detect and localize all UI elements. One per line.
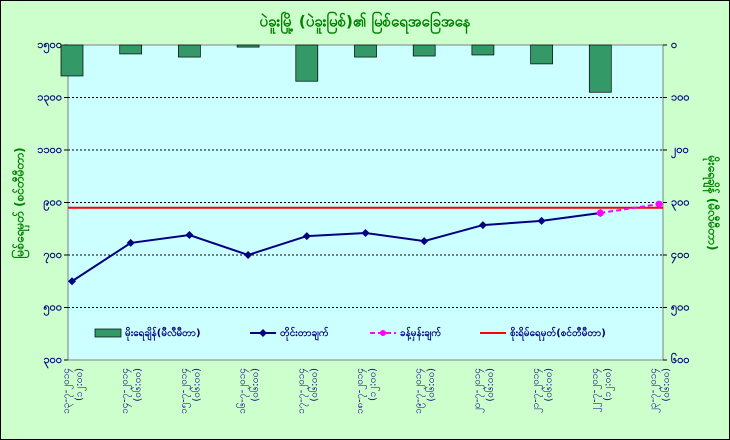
rain-bar [412,44,436,57]
point [126,238,135,247]
x-tick-label-line: ၁၈-၇-၂၀၁၄ [355,368,368,414]
series-line [600,203,660,214]
rain-bar [354,44,377,58]
y-tick-label: ၁၁၀၀ [37,143,62,156]
x-tick-label: ၂၀-၇-၂၀၁၄ (၀၆:၀၀) [472,368,496,413]
y2-tick-label: ၅၀၀ [671,301,690,317]
x-tick-label-line: (၀၆:၀၀) [307,368,320,402]
point [68,277,76,286]
x-tick-label: ၁၉-၇-၂၀၁၄ (၀၆:၀၀) [413,368,437,414]
legend-label: မိုးရေချိန်(မီလီမီတာ) [125,326,201,342]
rain-bar [60,44,84,77]
x-tick-label-line: ၁၇-၇-၂၀၁၄ [296,368,309,414]
x-tick-label-line: (၀၆:၀၀) [189,368,202,402]
x-tick-label-line: (၁၂:၀၀) [368,368,381,401]
y2-tick-label: ၂၀၀ [671,143,689,159]
x-tick-label: ၂၁-၇-၂၀၁၄ (၀၆:၀၀) [531,368,555,413]
y-tick-label: ၉၀၀ [43,196,62,212]
y-tick-label: ၃၀၀ [43,353,62,369]
x-tick-label-line: (၀၆:၀၀) [483,368,496,402]
rain-bar [588,44,612,93]
point [420,237,429,246]
x-tick-label-line: (၁၂:၀၀) [74,368,87,401]
rain-bar [471,44,495,56]
rain-bar [530,44,553,65]
series-line [71,212,601,283]
legend-label: တိုင်းတာချက် [280,326,329,342]
x-tick-label: ၁၄-၇-၂၀၁၄ (၀၆:၀၀) [120,368,144,414]
x-tick-label: ၁၆-၇-၂၀၁၄ (၀၆:၀၀) [235,368,261,414]
y-tick-label: ၁၃၀၀ [37,91,62,107]
point [537,216,546,225]
y2-axis-label: မိုးရေချိန် (မီလီမီတာ) [702,155,722,251]
y-axis-label: မြစ်ရေမှတ် (စင်တီမီတာ) [10,147,31,258]
x-tick-label-line: ၂၃-၇-၂၀၁၄ [648,368,661,413]
x-tick-label: ၁၈-၇-၂၀၁၄ (၁၂:၀၀) [355,368,381,414]
rain-bar [178,44,201,58]
x-tick-label-line: (၀၆:၀၀) [248,368,261,402]
x-tick-label: ၂၂-၇-၂၀၁၄ (၁၂:၀၀) [589,368,615,413]
x-tick-label-line: ၂၁-၇-၂၀၁၄ [531,368,544,413]
point [361,228,370,237]
point [302,232,311,241]
x-tick-label-line: ၁၃-၇-၂၀၁၄ [61,368,74,414]
x-tick-label: ၁၇-၇-၂၀၁၄ (၀၆:၀၀) [296,368,320,414]
x-tick-label: ၂၃-၇-၂၀၁၄ (၀၆:၀၀) [648,368,672,413]
legend-marker [380,330,386,336]
y2-tick-label: ၆၀၀ [671,353,690,366]
x-tick-label-line: (၀၆:၀၀) [542,368,555,402]
legend-label: ခန့်မှန်းချက် [400,326,441,342]
x-tick-label-line: (၀၆:၀၀) [131,368,144,402]
rain-bar [295,44,319,82]
legend-marker [259,329,267,337]
y-tick-label: ၇၀၀ [43,248,62,264]
legend-label: စိုးရိမ်ရေမှတ်(စင်တီမီတာ) [510,326,606,342]
point [185,231,194,240]
point [655,200,663,208]
x-tick-label: ၁၅-၇-၂၀၁၄ (၀၆:၀၀) [178,368,202,414]
x-tick-label-line: (၀၆:၀၀) [424,368,437,402]
point [596,209,604,217]
rain-bar [119,44,143,55]
y2-tick-label: ၁၀၀ [671,91,690,104]
x-tick-label-line: ၂၂-၇-၂၀၁၄ [589,368,602,412]
x-tick-label-line: ၂၀-၇-၂၀၁၄ [472,368,485,413]
x-tick-label-line: ၁၉-၇-၂၀၁၄ [413,368,426,414]
y2-tick-label: ၄၀၀ [671,248,690,264]
x-tick-label-line: (၀၆:၀၀) [659,368,672,402]
y-tick-label: ၁၅၀၀ [37,38,62,54]
y2-tick-label: ၀ [671,38,677,51]
x-tick-label-line: ၁၆-၇-၂၀၁၄ [235,368,250,414]
rain-bar [236,44,260,48]
x-tick-label-line: ၁၄-၇-၂၀၁၄ [120,368,133,414]
x-tick-label: ၁၃-၇-၂၀၁၄ (၁၂:၀၀) [61,368,87,414]
x-tick-label-line: (၁၂:၀၀) [602,368,615,401]
point [478,221,487,230]
point [244,251,253,259]
y2-tick-label: ၃၀၀ [671,196,690,212]
x-tick-label-line: ၁၅-၇-၂၀၁၄ [178,368,191,414]
legend-swatch [94,328,122,338]
y-tick-label: ၅၀၀ [43,301,62,317]
